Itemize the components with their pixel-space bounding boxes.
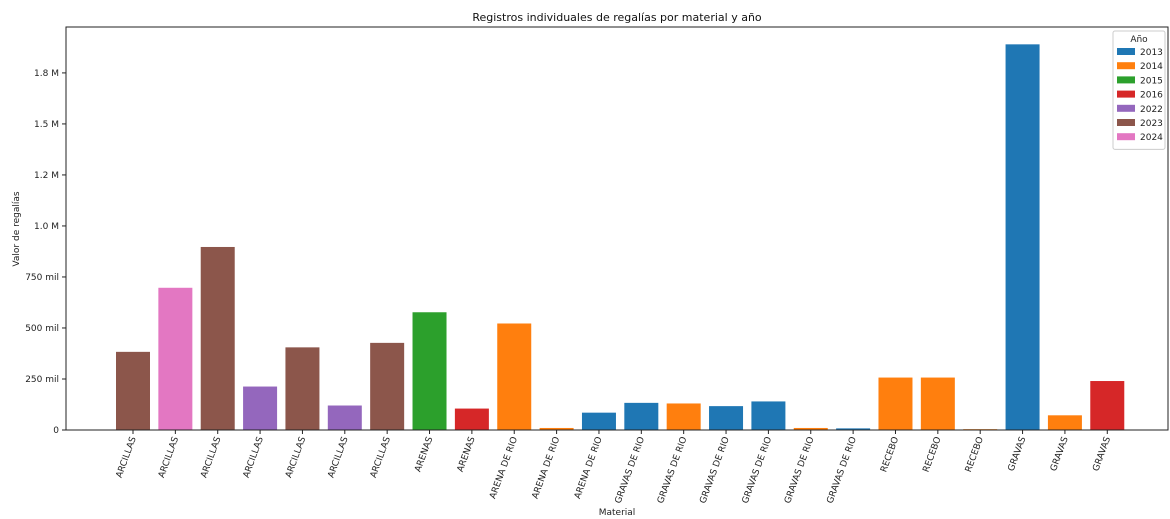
y-tick-label: 1.0 M (34, 222, 59, 232)
x-tick-label: ARCILLAS (157, 435, 181, 479)
bar (116, 351, 150, 430)
bar (581, 412, 616, 430)
x-tick-label: ARCILLAS (115, 435, 139, 479)
y-axis: 0 250 mil 500 mil 750 mil 1.0 M 1.2 M 1.5 M 1.8… (25, 69, 66, 436)
plot-frame (65, 26, 1169, 431)
y-tick-label: 1.8 M (34, 69, 59, 79)
y-tick-label: 250 mil (25, 375, 59, 385)
bar (327, 405, 362, 430)
bar (454, 408, 489, 430)
legend-swatch (1117, 119, 1135, 126)
legend-label: 2013 (1140, 48, 1163, 58)
bar (624, 402, 659, 430)
x-tick-label: GRAVAS (1049, 435, 1071, 472)
x-tick-label: GRAVAS DE RIO (826, 436, 859, 505)
x-tick-label: GRAVAS (1091, 435, 1113, 472)
x-tick-label: RECEBO (964, 436, 986, 474)
x-tick-label: GRAVAS DE RIO (783, 436, 816, 505)
bar (878, 377, 913, 430)
bar (497, 323, 532, 430)
x-tick-label: GRAVAS DE RIO (698, 436, 731, 505)
x-tick-label: GRAVAS DE RIO (741, 436, 774, 505)
x-tick-label: ARCILLAS (242, 435, 266, 479)
y-tick-label: 1.2 M (34, 171, 59, 181)
legend-title: Año (1130, 35, 1148, 45)
x-tick-label: ARCILLAS (327, 435, 351, 479)
legend-swatch (1117, 133, 1135, 141)
bar (158, 287, 193, 430)
legend-swatch (1117, 62, 1135, 70)
bar (243, 386, 278, 430)
bar (920, 377, 955, 430)
bar (836, 428, 871, 430)
bar (751, 401, 786, 430)
x-tick-label: GRAVAS DE RIO (656, 436, 689, 505)
bar (412, 312, 447, 430)
x-tick-label: ARENA DE RIO (531, 436, 563, 501)
bar (200, 246, 235, 430)
bar (1047, 415, 1082, 430)
legend-label: 2015 (1140, 76, 1163, 86)
bar (539, 427, 574, 430)
x-tick-label: ARENAS (456, 435, 478, 473)
bar (370, 342, 405, 430)
x-axis: ARCILLAS ARCILLAS ARCILLAS ARCILLAS ARCILLAS… (115, 430, 1113, 505)
bar (285, 347, 320, 430)
bars (116, 44, 1125, 431)
legend-label: 2022 (1140, 105, 1163, 115)
x-tick-label: RECEBO (879, 436, 901, 474)
bar (793, 427, 828, 430)
y-tick-label: 500 mil (25, 324, 59, 334)
legend-swatch (1117, 48, 1135, 55)
legend-swatch (1117, 76, 1135, 84)
x-tick-label: ARCILLAS (284, 435, 308, 479)
x-tick-label: ARENA DE RIO (488, 436, 520, 501)
bar (709, 406, 744, 430)
x-tick-label: ARENAS (413, 435, 435, 473)
bar (1005, 44, 1040, 431)
legend-swatch (1117, 90, 1135, 98)
bar (1090, 381, 1125, 430)
y-tick-label: 1.5 M (34, 120, 59, 130)
y-tick-label: 750 mil (25, 273, 59, 283)
chart-title: Registros individuales de regalías por m… (472, 11, 762, 24)
legend-label: 2016 (1140, 91, 1163, 101)
legend: Año 2013 2014 2015 2016 2022 2023 2024 (1112, 30, 1166, 150)
x-tick-label: RECEBO (922, 436, 944, 474)
y-axis-title: Valor de regalías (12, 191, 22, 266)
legend-label: 2024 (1140, 133, 1163, 143)
x-tick-label: ARCILLAS (369, 435, 393, 479)
bar (666, 403, 701, 430)
y-tick-label: 0 (53, 426, 59, 436)
x-axis-title: Material (599, 508, 636, 518)
legend-label: 2014 (1140, 62, 1163, 72)
x-tick-label: ARENA DE RIO (573, 436, 605, 501)
legend-swatch (1117, 104, 1135, 112)
x-tick-label: GRAVAS (1007, 435, 1029, 472)
legend-label: 2023 (1140, 119, 1163, 129)
x-tick-label: GRAVAS DE RIO (614, 436, 647, 505)
x-tick-label: ARCILLAS (199, 435, 223, 479)
